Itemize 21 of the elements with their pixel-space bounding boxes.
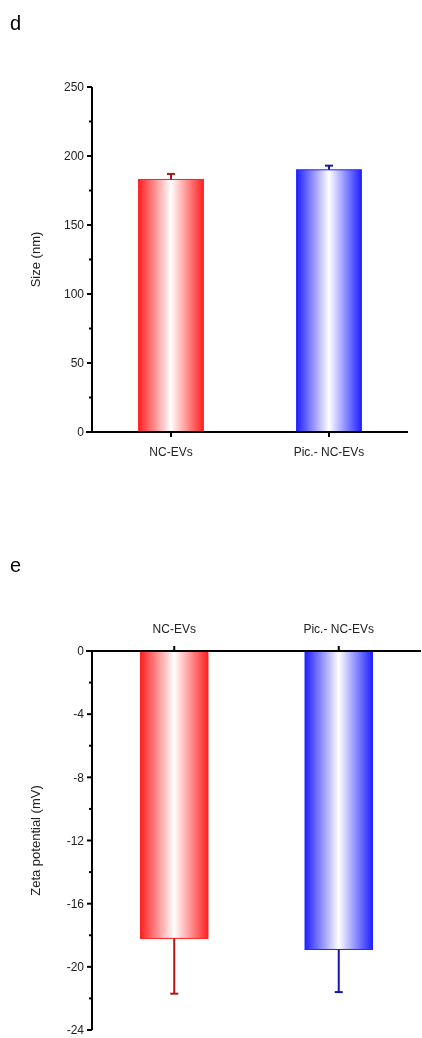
y-tick-label: 150 [63,218,85,233]
y-tick-label: 250 [63,80,85,95]
y-tick-label: -4 [73,707,85,722]
y-axis-title: Zeta potential (mV) [28,785,43,896]
y-tick-label: -16 [66,896,85,911]
y-tick-label: 0 [77,644,85,659]
y-tick-label: -12 [66,833,85,848]
x-tick-label: NC-EVs [149,445,193,459]
x-tick-label: Pic.- NC-EVs [293,445,365,459]
y-tick-label: -24 [66,1023,85,1038]
x-tick-label: Pic.- NC-EVs [303,622,375,636]
chart-title: d [10,12,22,34]
x-tick-label: NC-EVs [152,622,196,636]
y-tick-label: 200 [63,149,85,164]
y-tick-label: -8 [73,770,85,785]
chart-title: e [10,554,22,576]
y-tick-label: 50 [70,356,85,371]
y-tick-label: -20 [66,960,85,975]
y-tick-label: 100 [63,287,85,302]
y-tick-label: 0 [77,425,85,440]
y-axis-title: Size (nm) [28,231,43,288]
